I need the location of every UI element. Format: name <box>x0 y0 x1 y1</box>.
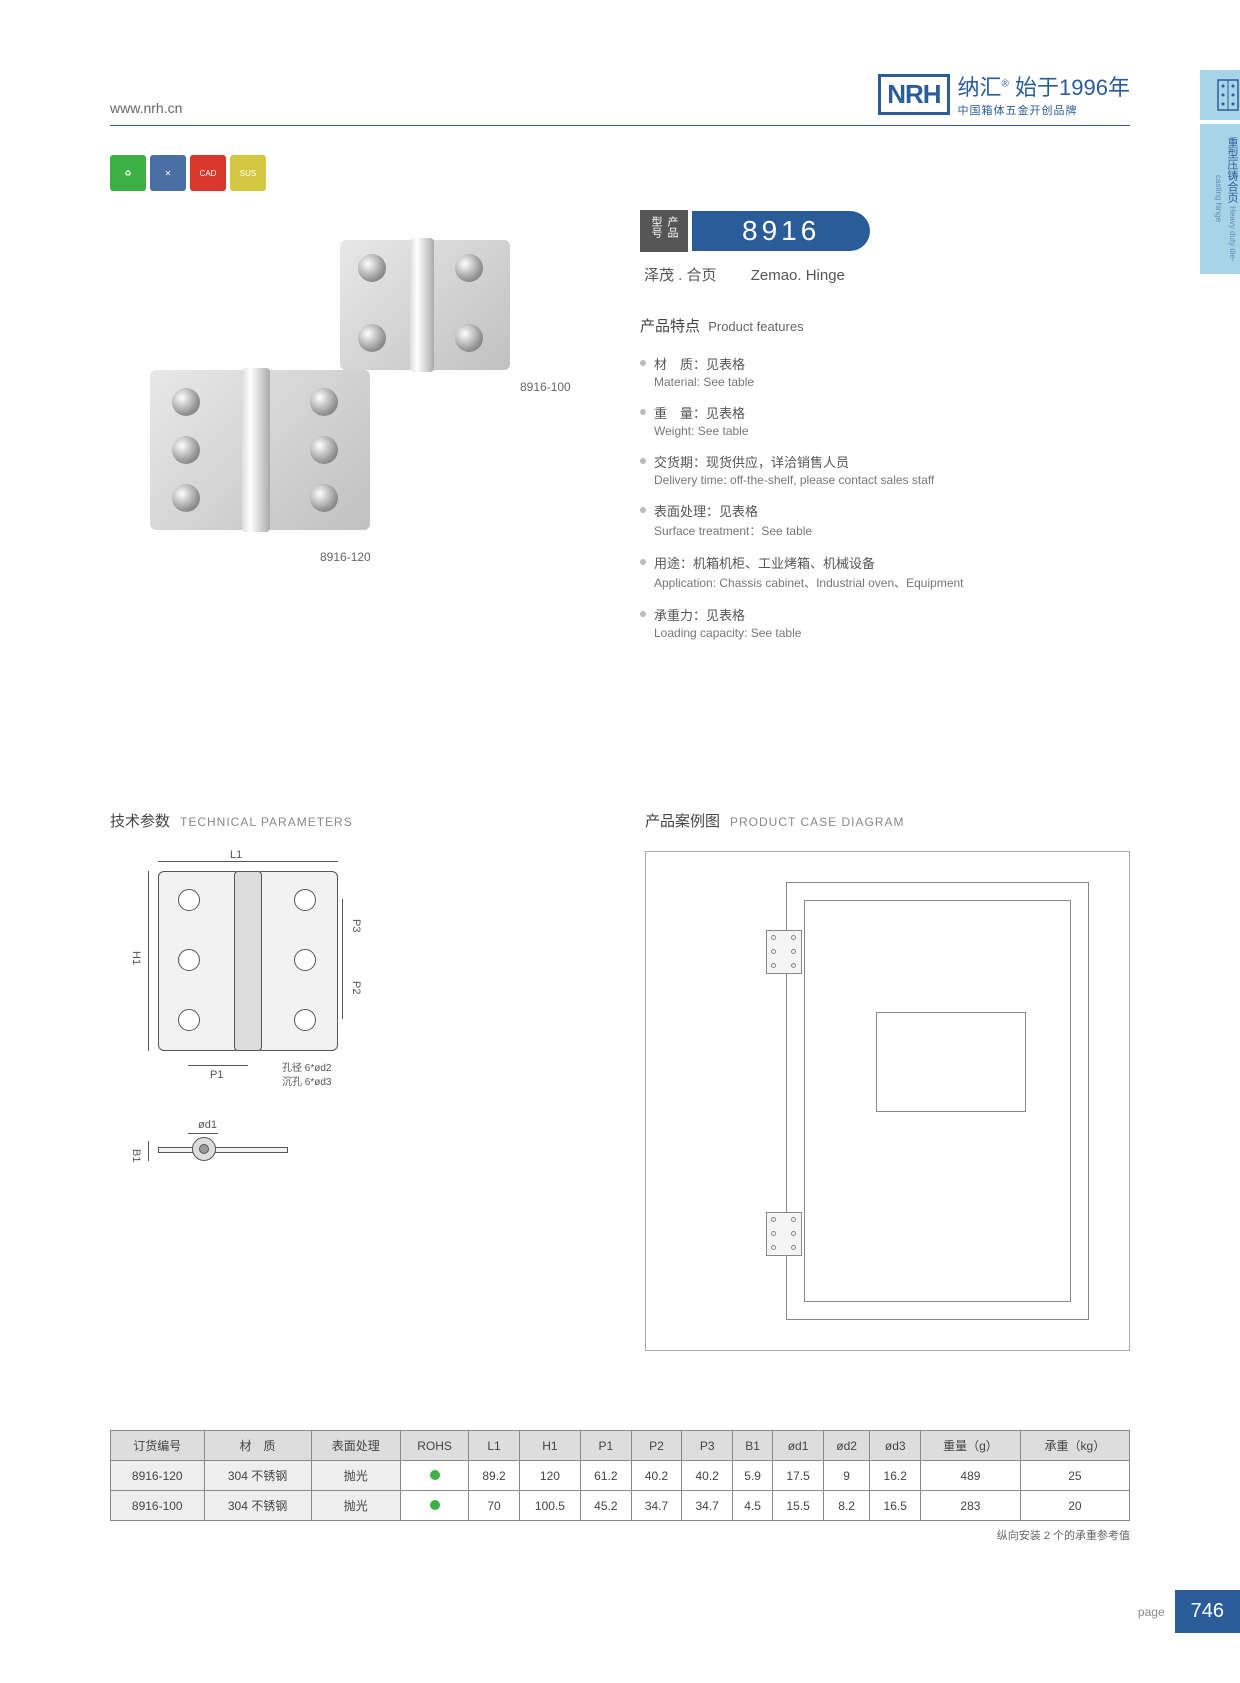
spec-table: 订货编号材 质表面处理ROHSL1H1P1P2P3B1ød1ød2ød3重量（g… <box>110 1430 1130 1521</box>
tech-title: 技术参数TECHNICAL PARAMETERS <box>110 810 595 831</box>
table-header: ROHS <box>400 1431 468 1461</box>
hinge-image-small <box>340 240 510 370</box>
product-image-area: 8916-100 8916-120 <box>110 210 600 610</box>
feature-item: 表面处理：见表格Surface treatment：See table <box>640 501 1130 539</box>
side-tab-label: 重型压铸合页 Heavy duty die-casting hinge <box>1200 124 1240 274</box>
rohs-dot-icon <box>430 1500 440 1510</box>
table-header: 承重（kg） <box>1020 1431 1129 1461</box>
rohs-dot-icon <box>430 1470 440 1480</box>
feature-item: 重 量：见表格Weight: See table <box>640 403 1130 438</box>
badges: ♻ ✕ CAD SUS <box>110 155 266 191</box>
page-footer: page 746 <box>1138 1590 1240 1633</box>
side-tabs: 重型压铸合页 Heavy duty die-casting hinge <box>1200 70 1240 278</box>
product-name: 泽茂 . 合页 Zemao. Hinge <box>640 264 1130 285</box>
logo-text: 纳汇® 始于1996年 中国箱体五金开创品牌 <box>958 70 1130 118</box>
site-url: www.nrh.cn <box>110 100 182 116</box>
feature-item: 承重力：见表格Loading capacity: See table <box>640 605 1130 640</box>
feature-item: 交货期：现货供应，详洽销售人员Delivery time: off-the-sh… <box>640 452 1130 487</box>
case-drawing <box>645 851 1130 1351</box>
badge-tool-icon: ✕ <box>150 155 186 191</box>
spec-table-area: 订货编号材 质表面处理ROHSL1H1P1P2P3B1ød1ød2ød3重量（g… <box>110 1430 1130 1543</box>
table-header: P3 <box>682 1431 733 1461</box>
hinge-image-large <box>150 370 370 530</box>
table-header: ød1 <box>773 1431 824 1461</box>
table-header: ød2 <box>823 1431 869 1461</box>
badge-eco-icon: ♻ <box>110 155 146 191</box>
table-header: 表面处理 <box>311 1431 400 1461</box>
features-title: 产品特点 Product features <box>640 315 1130 336</box>
table-header: 材 质 <box>204 1431 311 1461</box>
case-title: 产品案例图PRODUCT CASE DIAGRAM <box>645 810 1130 831</box>
table-header: H1 <box>519 1431 580 1461</box>
header-divider <box>110 125 1130 126</box>
product-case-diagram: 产品案例图PRODUCT CASE DIAGRAM <box>645 810 1130 1351</box>
table-row: 8916-100304 不锈钢抛光70100.545.234.734.74.51… <box>111 1491 1130 1521</box>
logo-block: NRH 纳汇® 始于1996年 中国箱体五金开创品牌 <box>878 70 1130 118</box>
badge-cad-icon: CAD <box>190 155 226 191</box>
table-header: P1 <box>581 1431 632 1461</box>
product-info: 产品型号 8916 泽茂 . 合页 Zemao. Hinge 产品特点 Prod… <box>640 210 1130 654</box>
table-header: L1 <box>469 1431 520 1461</box>
model-number: 8916 <box>692 211 870 251</box>
img-label-1: 8916-100 <box>520 380 571 394</box>
table-row: 8916-120304 不锈钢抛光89.212061.240.240.25.91… <box>111 1461 1130 1491</box>
technical-parameters: 技术参数TECHNICAL PARAMETERS L1 H1 P3 P2 P1 … <box>110 810 595 1351</box>
logo-mark: NRH <box>878 74 949 115</box>
table-header: ød3 <box>870 1431 921 1461</box>
table-header: 重量（g） <box>921 1431 1021 1461</box>
img-label-2: 8916-120 <box>320 550 371 564</box>
model-label: 产品型号 <box>640 210 688 252</box>
case-hinge-bottom <box>766 1212 802 1256</box>
badge-sus-icon: SUS <box>230 155 266 191</box>
side-tab-icon <box>1200 70 1240 120</box>
table-note: 纵向安装 2 个的承重参考值 <box>110 1527 1130 1543</box>
table-header: B1 <box>733 1431 773 1461</box>
table-header: P2 <box>631 1431 682 1461</box>
table-header: 订货编号 <box>111 1431 205 1461</box>
page-number: 746 <box>1175 1590 1240 1633</box>
feature-item: 用途：机箱机柜、工业烤箱、机械设备Application: Chassis ca… <box>640 553 1130 591</box>
tech-drawing: L1 H1 P3 P2 P1 孔径 6*ød2 沉孔 6*ød3 ød1 <box>110 851 390 1171</box>
case-hinge-top <box>766 930 802 974</box>
feature-item: 材 质：见表格Material: See table <box>640 354 1130 389</box>
features-list: 材 质：见表格Material: See table 重 量：见表格Weight:… <box>640 354 1130 640</box>
